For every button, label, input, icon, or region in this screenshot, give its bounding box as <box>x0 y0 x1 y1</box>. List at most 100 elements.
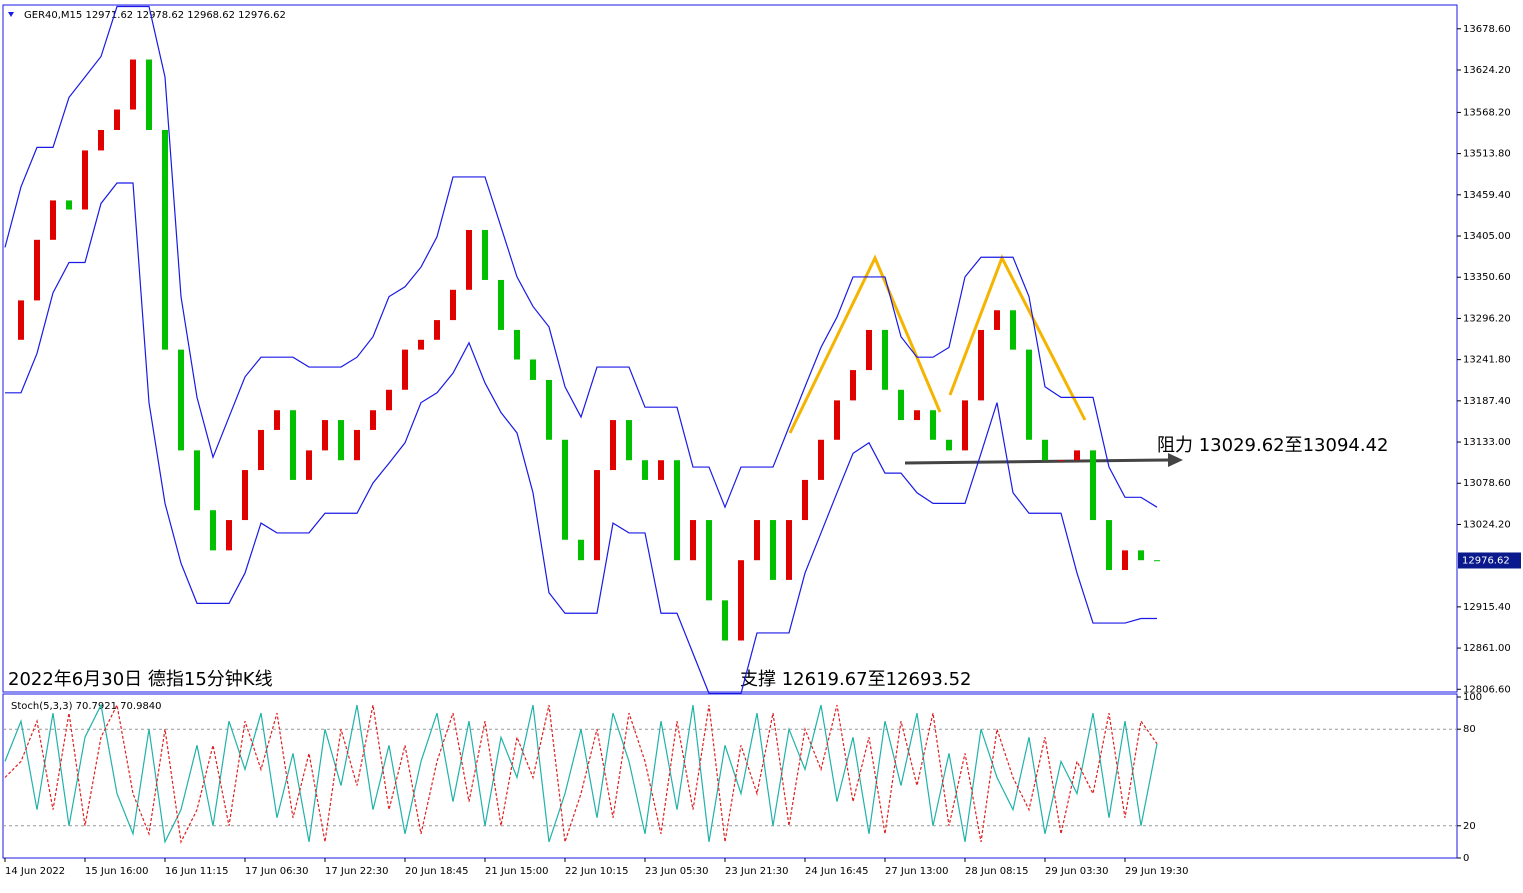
x-tick-label: 14 Jun 2022 <box>5 866 65 877</box>
y-tick-label: 13405.00 <box>1463 231 1511 242</box>
main-panel <box>2 4 1458 693</box>
candle <box>1138 550 1144 561</box>
candle <box>34 239 40 301</box>
candle <box>658 460 664 480</box>
candle <box>562 439 568 540</box>
candle <box>226 520 232 551</box>
candle <box>354 429 360 461</box>
chart-title: GER40,M15 12971.62 12978.62 12968.62 129… <box>24 10 286 21</box>
candle <box>1106 520 1112 571</box>
y-tick-label: 13459.40 <box>1463 190 1511 201</box>
menu-arrow <box>8 12 14 17</box>
pattern-line <box>948 254 1087 421</box>
price-tag-label: 12976.62 <box>1462 555 1510 566</box>
candle <box>402 349 408 390</box>
y-tick-label: 12915.40 <box>1463 602 1511 613</box>
y-tick-label: 13624.20 <box>1463 65 1511 76</box>
candle <box>594 470 600 561</box>
candle <box>114 109 120 130</box>
candle <box>1010 310 1016 350</box>
y-tick-label: 13350.60 <box>1463 272 1511 283</box>
x-tick-label: 27 Jun 13:00 <box>885 866 949 877</box>
stoch-line <box>4 703 1158 844</box>
candle <box>770 520 776 580</box>
x-tick-label: 23 Jun 21:30 <box>725 866 789 877</box>
candle <box>162 129 168 350</box>
price-tag <box>1458 552 1521 569</box>
candle <box>578 539 584 561</box>
y-tick-label: 0 <box>1463 853 1469 864</box>
candle <box>194 450 200 511</box>
y-tick-label: 12806.60 <box>1463 684 1511 695</box>
candle <box>1122 550 1128 571</box>
candle <box>290 410 296 480</box>
y-tick-label: 13078.60 <box>1463 478 1511 489</box>
y-tick-label: 13024.20 <box>1463 519 1511 530</box>
candle <box>178 349 184 451</box>
candle <box>674 460 680 561</box>
candle <box>530 359 536 380</box>
candle <box>882 329 888 390</box>
candle <box>1154 560 1160 562</box>
candle <box>802 479 808 521</box>
candle <box>754 520 760 561</box>
candle <box>274 410 280 430</box>
candle <box>946 439 952 451</box>
candle <box>242 470 248 521</box>
candle <box>850 370 856 401</box>
candle <box>898 389 904 421</box>
candle <box>50 200 56 240</box>
candle <box>98 129 104 151</box>
candle <box>722 600 728 641</box>
candle <box>962 400 968 451</box>
y-tick-label: 80 <box>1463 724 1476 735</box>
candle <box>690 520 696 561</box>
candle <box>514 329 520 360</box>
x-tick-label: 23 Jun 05:30 <box>645 866 709 877</box>
band-line <box>5 182 1157 695</box>
candle <box>866 329 872 371</box>
y-tick-label: 100 <box>1463 692 1482 703</box>
y-tick-label: 13678.60 <box>1463 24 1511 35</box>
candle <box>930 410 936 440</box>
band-line <box>4 5 1158 509</box>
x-tick-label: 15 Jun 16:00 <box>85 866 149 877</box>
x-tick-label: 20 Jun 18:45 <box>405 866 469 877</box>
x-tick-label: 16 Jun 11:15 <box>165 866 229 877</box>
candle <box>1058 460 1064 462</box>
x-tick-label: 21 Jun 15:00 <box>485 866 549 877</box>
candle <box>978 329 984 401</box>
x-tick-label: 28 Jun 08:15 <box>965 866 1029 877</box>
candle <box>338 420 344 461</box>
candle <box>738 560 744 641</box>
x-tick-label: 24 Jun 16:45 <box>805 866 869 877</box>
candle <box>434 320 440 340</box>
y-tick-label: 12861.00 <box>1463 643 1511 654</box>
candle <box>130 59 136 110</box>
candle <box>914 410 920 421</box>
candle <box>18 300 24 340</box>
candle <box>482 229 488 280</box>
candle <box>834 400 840 440</box>
candle <box>818 439 824 480</box>
x-tick-label: 22 Jun 10:15 <box>565 866 629 877</box>
candle <box>610 420 616 471</box>
pattern <box>788 254 1087 434</box>
arrow-head <box>1168 453 1183 467</box>
x-tick-label: 29 Jun 19:30 <box>1125 866 1189 877</box>
y-tick-label: 20 <box>1463 821 1476 832</box>
y-tick-label: 13568.20 <box>1463 107 1511 118</box>
candle <box>994 310 1000 330</box>
candle <box>706 520 712 601</box>
candle <box>1026 349 1032 440</box>
pattern-line <box>788 254 942 434</box>
candle <box>1074 450 1080 461</box>
y-tick-label: 13133.00 <box>1463 437 1511 448</box>
candle <box>642 460 648 480</box>
y-tick-label: 13187.40 <box>1463 396 1511 407</box>
y-tick-label: 13513.80 <box>1463 149 1511 160</box>
candle <box>146 59 152 130</box>
x-tick-label: 29 Jun 03:30 <box>1045 866 1109 877</box>
